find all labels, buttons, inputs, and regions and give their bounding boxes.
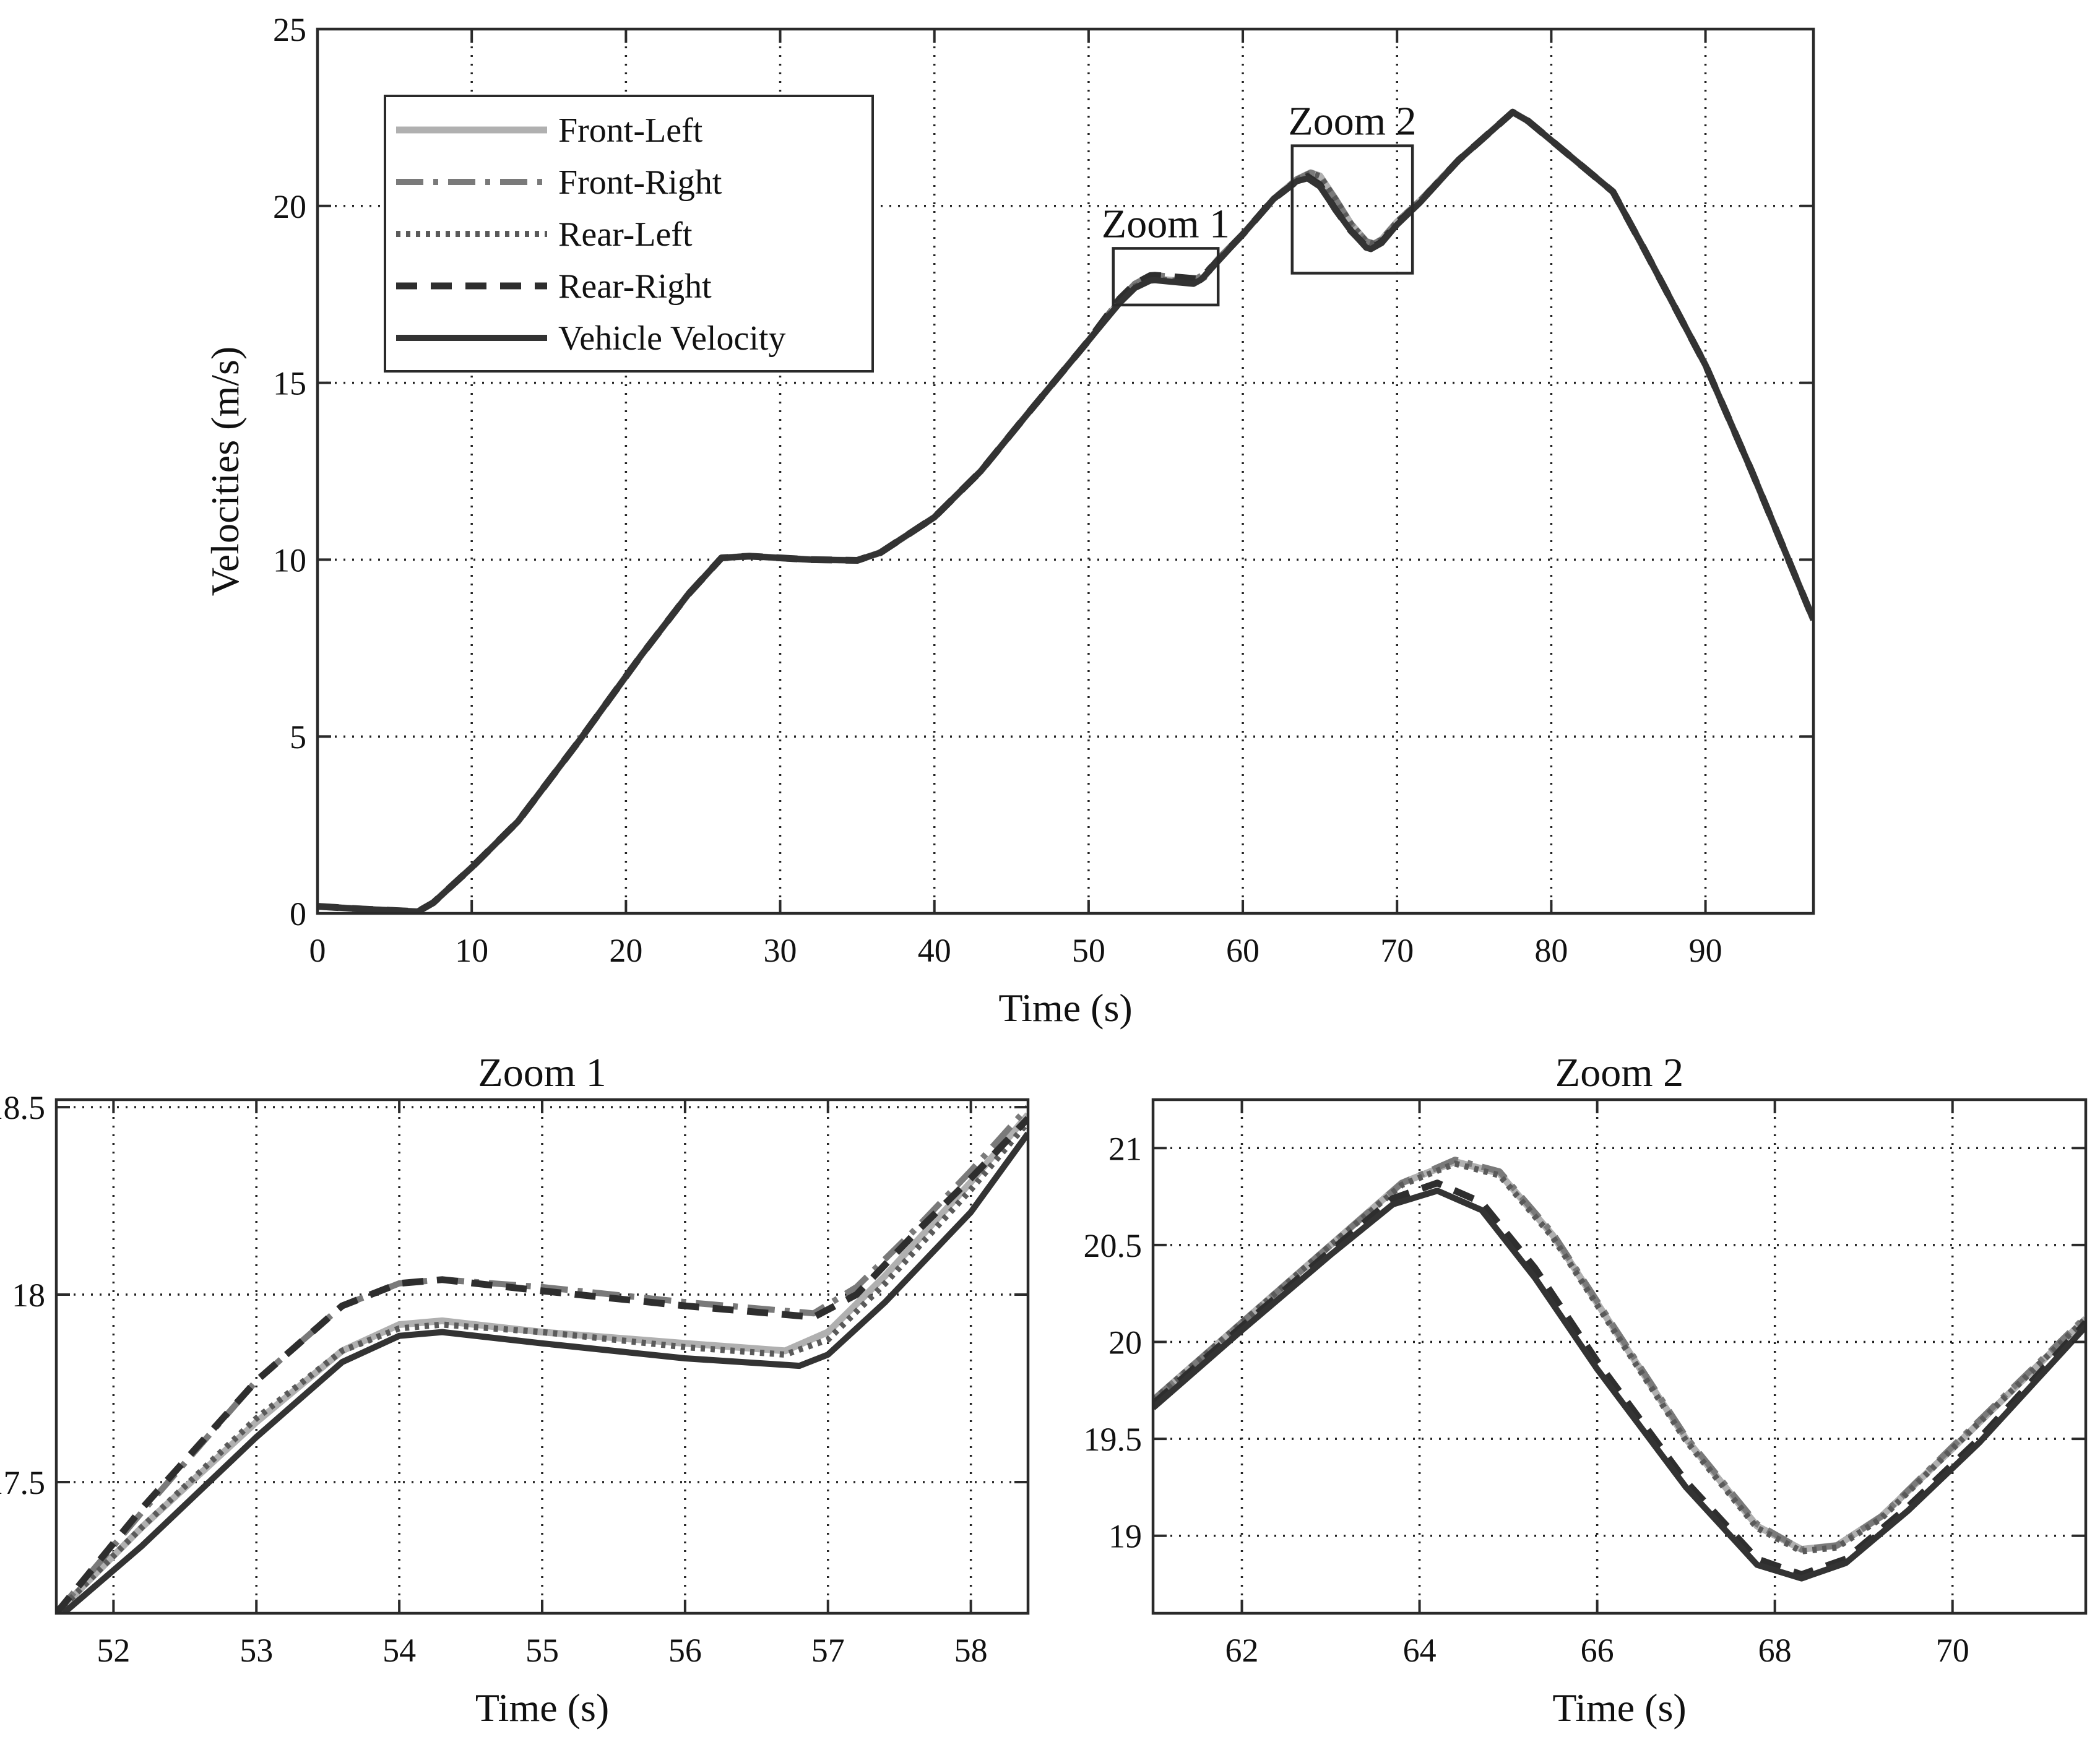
legend-label-front-right: Front-Right — [558, 163, 722, 202]
zoom1-series-front-left — [56, 1112, 1028, 1613]
legend-label-rear-right: Rear-Right — [558, 267, 712, 306]
zoom2-plot-frame — [1151, 1098, 2088, 1615]
zoom2-x-tick-label-68: 68 — [1758, 1632, 1792, 1669]
main-x-tick-label-40: 40 — [918, 932, 951, 969]
zoom1-x-tick-label-52: 52 — [97, 1632, 130, 1669]
main-y-axis-label: Velocities (m/s) — [203, 347, 247, 596]
main-y-tick-label-20: 20 — [273, 188, 306, 225]
zoom1-y-tick-label-18-5: 18.5 — [0, 1089, 45, 1126]
zoom1-series-rear-left — [56, 1120, 1028, 1613]
zoom1-title: Zoom 1 — [478, 1050, 606, 1095]
zoom1-tick-labels: 52 53 54 55 56 57 58 17.5 18 18.5 — [0, 1089, 1028, 1669]
zoom1-series-vehicle-velocity — [61, 1131, 1028, 1613]
zoom2-x-tick-label-64: 64 — [1403, 1632, 1437, 1669]
zoom1-chart: 52 53 54 55 56 57 58 17.5 18 18.5 Zoom 1 Time (s) — [0, 1050, 1030, 1730]
zoom1-series — [56, 1105, 1028, 1613]
zoom2-series — [1153, 1157, 2086, 1582]
main-x-tick-label-10: 10 — [455, 932, 488, 969]
zoom1-x-tick-label-58: 58 — [954, 1632, 988, 1669]
main-plot-frame — [316, 27, 1815, 915]
zoom2-y-tick-label-20: 20 — [1108, 1324, 1142, 1361]
zoom1-series-front-right — [56, 1105, 1028, 1613]
main-tick-labels: 0 10 20 30 40 50 60 70 80 90 0 5 10 15 20 25 — [273, 11, 1813, 969]
main-y-tick-label-0: 0 — [290, 895, 306, 933]
main-zoom-annotations: Zoom 1 Zoom 2 — [1102, 99, 1417, 307]
zoom2-x-tick-label-66: 66 — [1581, 1632, 1614, 1669]
main-series-vehicle-velocity — [318, 109, 1813, 913]
zoom2-x-tick-label-70: 70 — [1936, 1632, 1969, 1669]
main-x-tick-label-60: 60 — [1226, 932, 1260, 969]
zoom2-x-tick-label-62: 62 — [1225, 1632, 1259, 1669]
main-x-axis-label: Time (s) — [998, 986, 1132, 1030]
zoom1-y-tick-label-18: 18 — [12, 1277, 45, 1314]
main-y-tick-label-5: 5 — [290, 718, 306, 756]
legend-label-vehicle-velocity: Vehicle Velocity — [558, 319, 786, 358]
zoom2-y-tick-label-21: 21 — [1108, 1130, 1142, 1167]
zoom2-y-tick-label-20-5: 20.5 — [1084, 1227, 1143, 1264]
zoom2-y-tick-label-19-5: 19.5 — [1084, 1421, 1143, 1458]
zoom1-y-tick-label-17-5: 17.5 — [0, 1464, 45, 1501]
main-chart: Zoom 1 Zoom 2 0 10 20 30 40 50 60 70 80 90 0 5 10 15 2… — [203, 11, 1815, 1030]
main-x-tick-label-30: 30 — [764, 932, 797, 969]
zoom2-series-rear-left — [1153, 1160, 2086, 1554]
legend-label-rear-left: Rear-Left — [558, 215, 693, 254]
zoom1-x-tick-label-53: 53 — [240, 1632, 273, 1669]
zoom2-chart: 62 64 66 68 70 19 19.5 20 20.5 21 Zoom 2 Time (s) — [1084, 1050, 2088, 1730]
zoom1-x-axis-label: Time (s) — [475, 1686, 609, 1730]
zoom2-series-vehicle-velocity — [1153, 1188, 2086, 1582]
main-y-tick-label-25: 25 — [273, 11, 306, 48]
zoom1-x-tick-label-55: 55 — [525, 1632, 559, 1669]
main-y-tick-label-10: 10 — [273, 541, 306, 579]
main-x-tick-label-80: 80 — [1534, 932, 1568, 969]
zoom-1-box — [1112, 247, 1220, 307]
legend: Front-Left Front-Right Rear-Left Rear-Right… — [384, 95, 874, 373]
zoom1-x-tick-label-57: 57 — [811, 1632, 845, 1669]
zoom2-x-axis-label: Time (s) — [1552, 1686, 1686, 1730]
zoom-2-label: Zoom 2 — [1288, 99, 1416, 144]
zoom-1-label: Zoom 1 — [1102, 201, 1230, 246]
main-x-tick-label-70: 70 — [1380, 932, 1414, 969]
main-x-tick-label-50: 50 — [1072, 932, 1105, 969]
main-x-tick-label-90: 90 — [1689, 932, 1722, 969]
zoom2-y-tick-label-19: 19 — [1108, 1518, 1142, 1555]
zoom1-series-rear-right — [56, 1116, 1028, 1613]
main-x-tick-label-20: 20 — [609, 932, 642, 969]
zoom-2-box — [1290, 144, 1414, 275]
zoom1-x-tick-label-56: 56 — [668, 1632, 702, 1669]
zoom2-tick-labels: 62 64 66 68 70 19 19.5 20 20.5 21 — [1084, 1100, 2086, 1669]
main-y-tick-label-15: 15 — [273, 365, 306, 402]
legend-label-front-left: Front-Left — [558, 111, 703, 150]
main-series-rear-right — [318, 108, 1813, 913]
main-series — [318, 108, 1813, 913]
zoom2-title: Zoom 2 — [1555, 1050, 1683, 1095]
zoom1-x-tick-label-54: 54 — [382, 1632, 416, 1669]
main-x-tick-label-0: 0 — [309, 932, 326, 969]
